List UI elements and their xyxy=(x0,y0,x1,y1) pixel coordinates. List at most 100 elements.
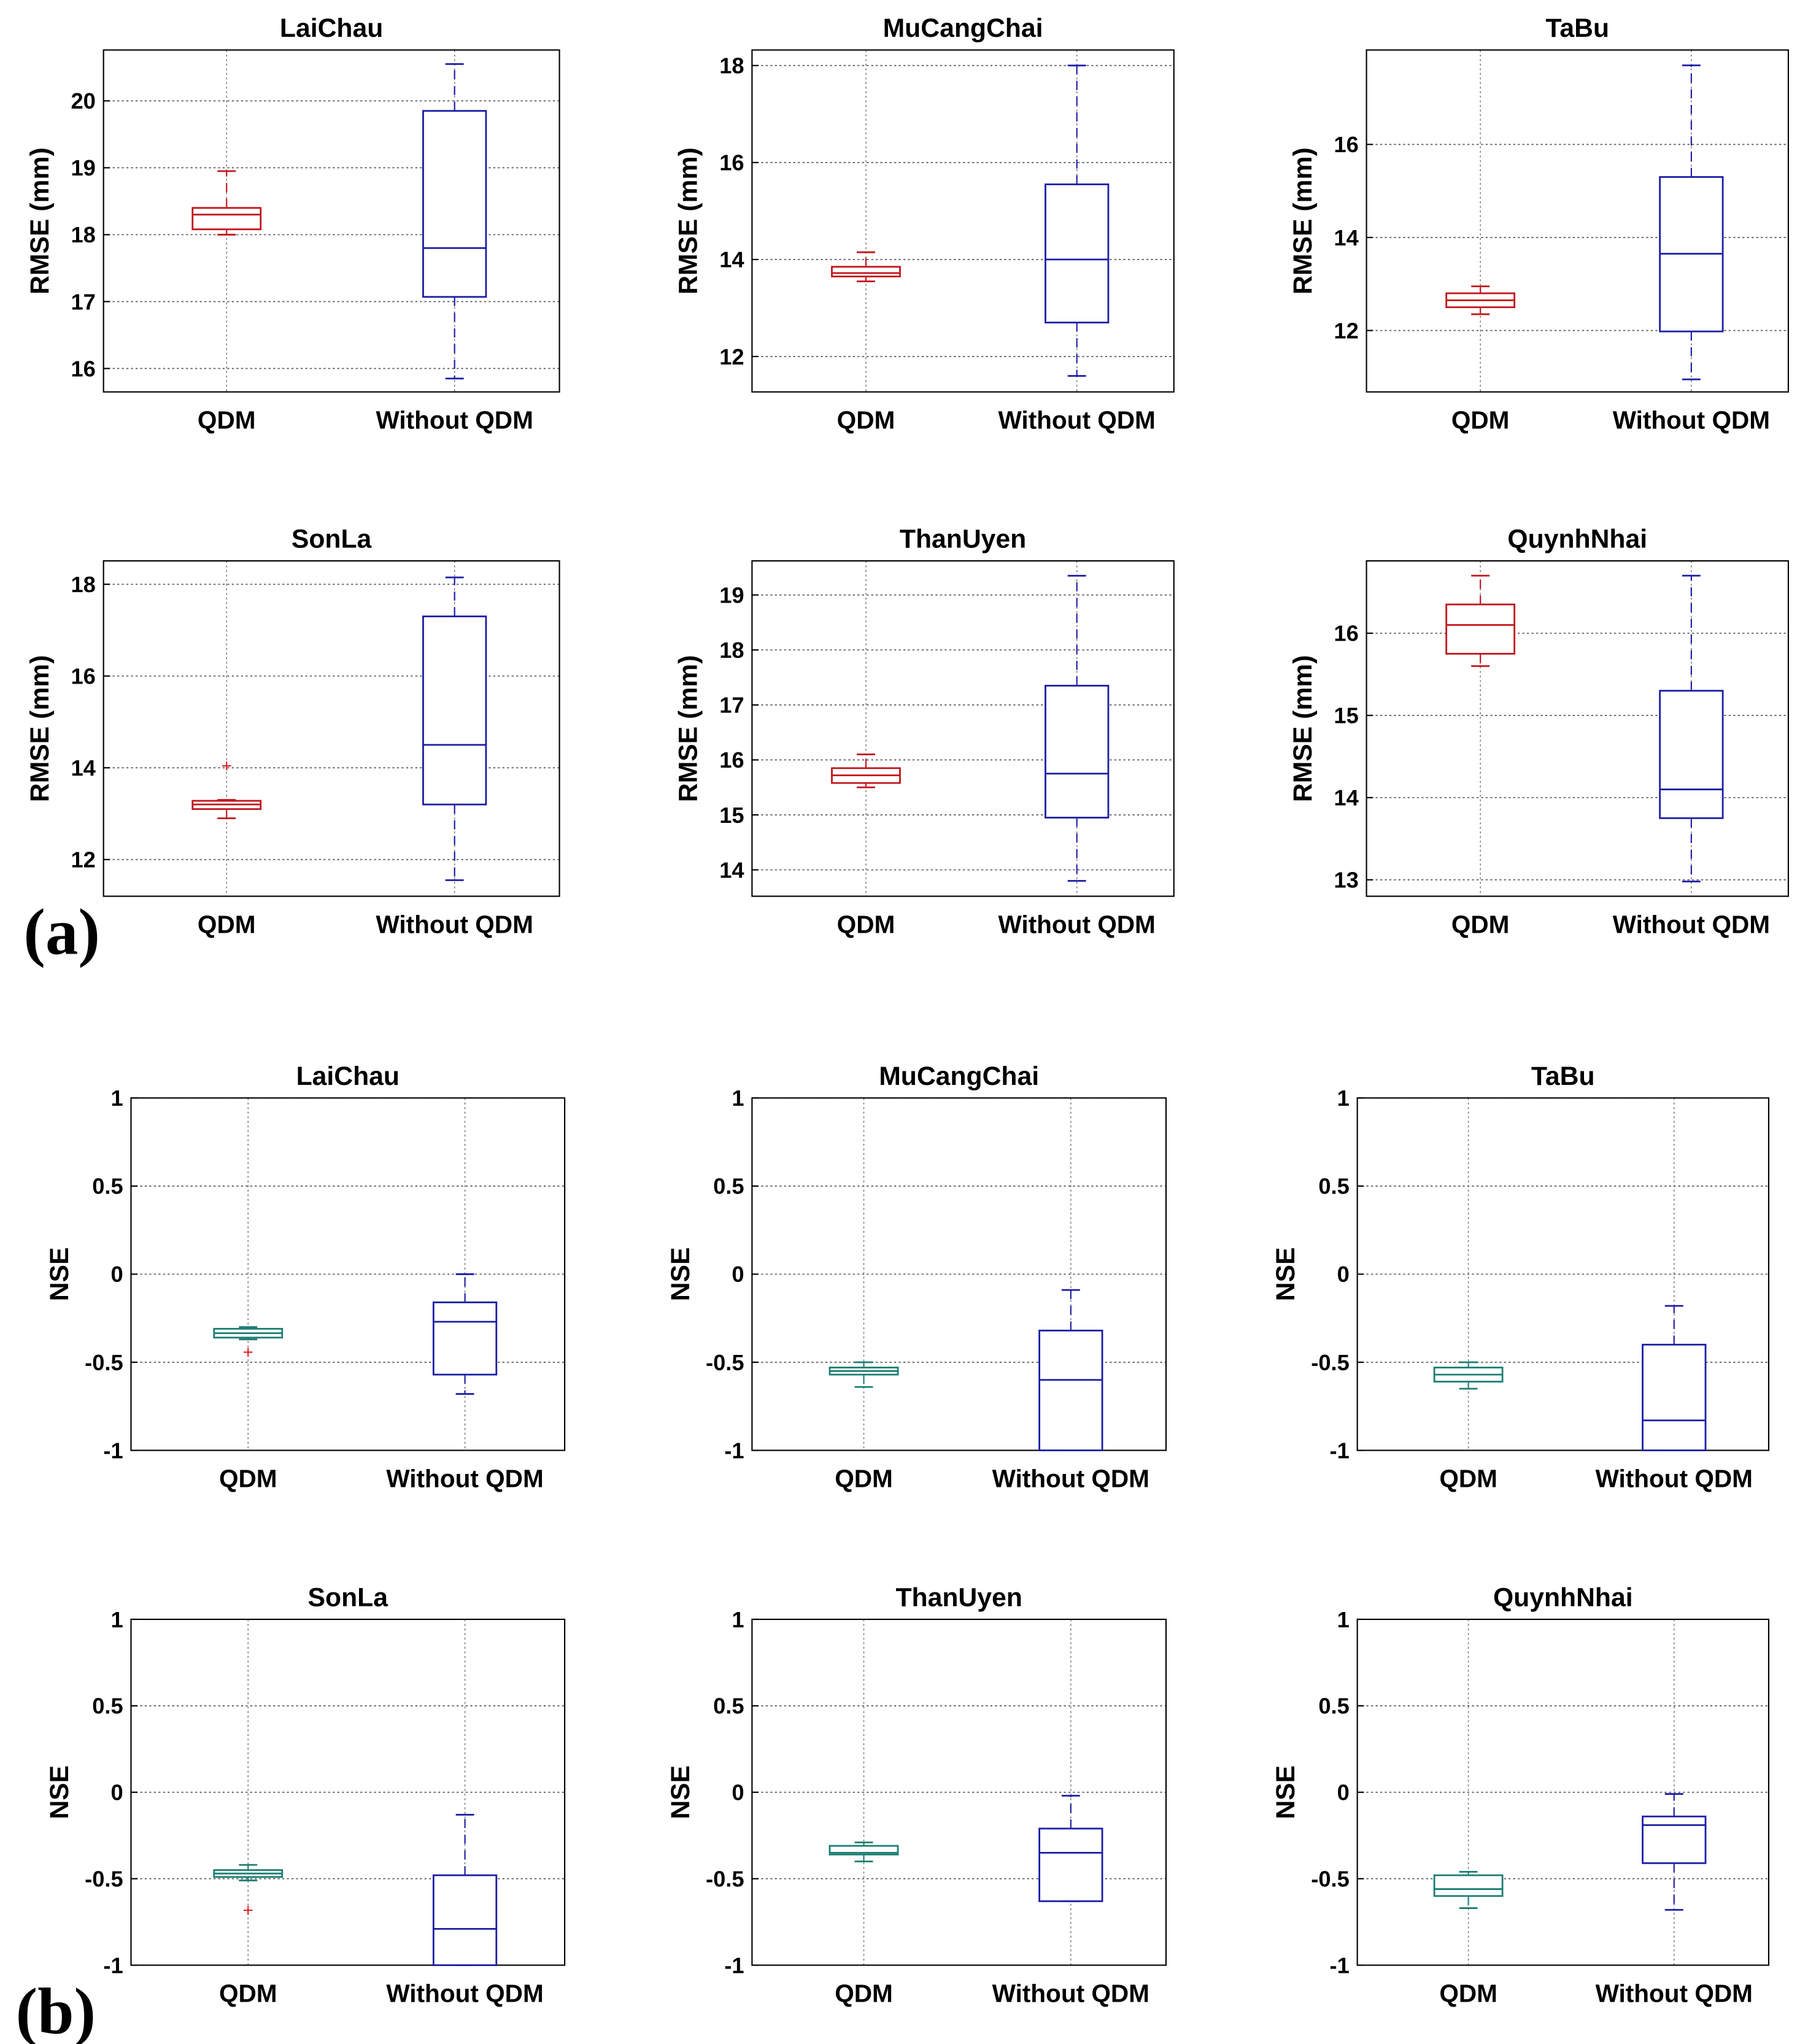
box-without-qdm xyxy=(432,1813,498,1966)
y-tick-label: 0.5 xyxy=(92,1174,123,1199)
y-tick-label: 15 xyxy=(1334,703,1358,728)
box-qdm xyxy=(831,251,901,282)
iqr-box xyxy=(422,110,487,298)
y-tick-label: 16 xyxy=(1334,132,1358,157)
x-tick-label: Without QDM xyxy=(1613,910,1770,938)
y-tick-label: 18 xyxy=(71,222,95,247)
y-tick-label: -1 xyxy=(103,1438,123,1463)
y-tick-label: 18 xyxy=(719,638,744,663)
outlier-marker: + xyxy=(243,1342,253,1362)
plot-frame xyxy=(1366,49,1790,393)
plot-frame xyxy=(130,1618,566,1966)
y-tick-label: 1 xyxy=(732,1086,744,1111)
subplot-title: LaiChau xyxy=(280,13,383,43)
subplot-title: LaiChau xyxy=(296,1062,400,1091)
box-qdm xyxy=(191,170,262,236)
iqr-box xyxy=(422,615,487,806)
y-tick-label: 16 xyxy=(719,150,744,175)
y-tick-label: 14 xyxy=(719,247,744,272)
subplot-a-laichau: 16 17 18 19 20 LaiChau RMSE (mm) QDM Without QDM xyxy=(25,13,560,434)
y-tick-label: 0 xyxy=(1337,1780,1350,1805)
y-tick-label: 19 xyxy=(71,155,95,180)
x-tick-label: QDM xyxy=(835,1464,893,1492)
subplot-a-mucangchai: 12 14 16 18 MuCangChai RMSE (mm) QDM Without QD… xyxy=(674,13,1175,434)
y-tick-label: 17 xyxy=(71,289,95,314)
iqr-box xyxy=(1659,690,1724,819)
iqr-box xyxy=(1045,685,1110,819)
subplot-title: ThanUyen xyxy=(895,1583,1022,1613)
y-tick-label: -1 xyxy=(103,1953,123,1978)
box-without-qdm xyxy=(422,576,487,881)
iqr-box xyxy=(1642,1343,1707,1451)
x-tick-label: QDM xyxy=(1451,910,1510,938)
x-tick-label: QDM xyxy=(835,1979,893,2007)
plot-frame xyxy=(102,560,560,897)
subplot-title: QuynhNhai xyxy=(1507,525,1647,554)
y-tick-label: 0.5 xyxy=(713,1694,744,1719)
iqr-box xyxy=(1045,183,1110,324)
iqr-box xyxy=(1433,1874,1504,1897)
y-tick-label: -0.5 xyxy=(706,1350,744,1375)
y-tick-label: 16 xyxy=(71,664,95,689)
iqr-box xyxy=(432,1301,498,1376)
y-tick-label: 15 xyxy=(719,803,744,828)
x-tick-label: Without QDM xyxy=(376,910,533,938)
y-axis-label: NSE xyxy=(45,1765,74,1819)
y-tick-label: 1 xyxy=(110,1607,123,1632)
subplot-a-thanuyen: 14 15 16 17 18 19 ThanUyen RMSE (mm) QDM Without … xyxy=(674,525,1175,938)
y-tick-label: 14 xyxy=(719,857,744,882)
y-axis-label: NSE xyxy=(1271,1765,1300,1819)
plot-frame xyxy=(1356,1097,1770,1451)
box-without-qdm xyxy=(1038,1289,1103,1451)
subplot-title: TaBu xyxy=(1545,13,1609,43)
y-tick-label: -0.5 xyxy=(1311,1350,1350,1375)
x-tick-label: Without QDM xyxy=(1596,1979,1753,2007)
y-tick-label: 12 xyxy=(719,344,744,369)
x-tick-label: Without QDM xyxy=(1596,1464,1753,1492)
subplot-title: TaBu xyxy=(1531,1062,1595,1091)
box-qdm xyxy=(831,754,901,789)
subplot-title: ThanUyen xyxy=(900,525,1026,554)
plot-frame xyxy=(130,1097,566,1451)
subplot-b-laichau: -1 -0.5 0 0.5 1 LaiChau NSE QDM Without QDM + xyxy=(45,1062,566,1492)
subplot-b-mucangchai: -1 -0.5 0 0.5 1 MuCangChai NSE QDM Without QDM xyxy=(666,1062,1167,1492)
y-tick-label: -0.5 xyxy=(85,1866,123,1891)
x-tick-label: QDM xyxy=(1439,1464,1497,1492)
y-tick-label: -0.5 xyxy=(706,1866,744,1891)
y-tick-label: 0 xyxy=(1337,1262,1350,1287)
y-axis-label: NSE xyxy=(666,1765,695,1819)
x-tick-label: Without QDM xyxy=(992,1979,1149,2007)
y-tick-label: -0.5 xyxy=(1311,1866,1350,1891)
plot-frame xyxy=(751,1097,1167,1451)
y-tick-label: -0.5 xyxy=(85,1350,123,1375)
box-qdm xyxy=(829,1361,899,1388)
y-axis-label: RMSE (mm) xyxy=(1288,147,1318,295)
x-tick-label: QDM xyxy=(837,406,895,434)
x-tick-label: QDM xyxy=(219,1979,277,2007)
y-tick-label: -1 xyxy=(1330,1438,1350,1463)
plot-frame xyxy=(751,1618,1167,1966)
iqr-box xyxy=(1642,1815,1707,1864)
outlier-marker: + xyxy=(222,756,232,776)
x-tick-label: Without QDM xyxy=(998,910,1155,938)
subplot-a-sonla: 12 14 16 18 SonLa RMSE (mm) QDM Without QDM + xyxy=(25,525,560,938)
y-axis-label: RMSE (mm) xyxy=(25,147,55,295)
y-tick-label: 1 xyxy=(1337,1607,1350,1632)
y-tick-label: 16 xyxy=(1334,621,1358,646)
y-tick-label: 13 xyxy=(1334,868,1358,893)
y-tick-label: 14 xyxy=(1334,785,1358,811)
y-tick-label: 16 xyxy=(719,747,744,773)
box-without-qdm xyxy=(1045,64,1110,377)
box-qdm xyxy=(829,1842,899,1862)
y-tick-label: 17 xyxy=(719,693,744,718)
plot-frame xyxy=(751,49,1175,393)
box-without-qdm xyxy=(432,1273,498,1395)
subplot-title: MuCangChai xyxy=(879,1062,1039,1091)
x-tick-label: QDM xyxy=(198,406,256,434)
y-axis-label: RMSE (mm) xyxy=(674,655,703,803)
y-tick-label: 18 xyxy=(719,53,744,79)
panel-label-a: (a) xyxy=(23,896,99,968)
y-tick-label: 20 xyxy=(71,88,95,114)
subplot-title: SonLa xyxy=(308,1583,389,1613)
iqr-box xyxy=(432,1874,498,1966)
